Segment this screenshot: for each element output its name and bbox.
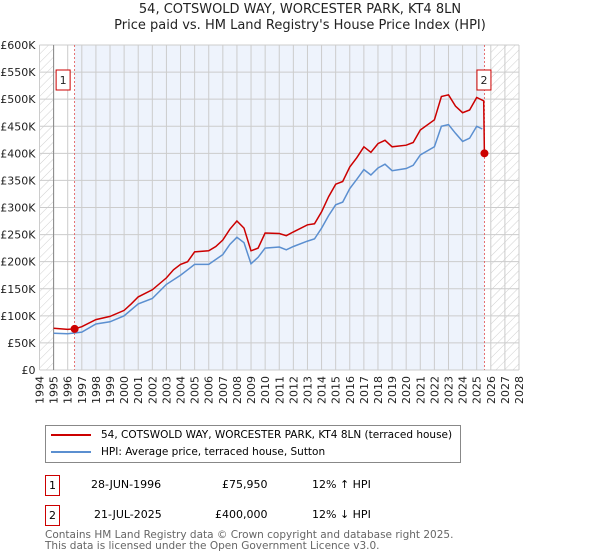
transaction-marker: 1 [45, 475, 60, 496]
y-tick-label: £600K [0, 39, 36, 52]
x-tick-label: 2008 [231, 376, 244, 404]
x-tick-label: 2000 [118, 376, 131, 404]
transaction-row: 2 21-JUL-2025 £400,000 12% ↓ HPI [45, 505, 465, 526]
transaction-hpi: 12% ↑ HPI [312, 478, 371, 491]
x-tick-label: 2023 [442, 376, 455, 404]
y-tick-label: £250K [0, 229, 36, 242]
x-tick-label: 2002 [146, 376, 159, 404]
legend: 54, COTSWOLD WAY, WORCESTER PARK, KT4 8L… [45, 425, 461, 463]
x-tick-label: 2028 [513, 376, 526, 404]
x-tick-label: 2016 [344, 376, 357, 404]
transaction-marker: 2 [45, 505, 60, 526]
x-tick-label: 2003 [160, 376, 173, 404]
x-tick-label: 1998 [90, 376, 103, 404]
y-tick-label: £550K [0, 66, 36, 79]
x-tick-label: 2005 [189, 376, 202, 404]
legend-item-property: 54, COTSWOLD WAY, WORCESTER PARK, KT4 8L… [51, 429, 452, 441]
x-tick-label: 2017 [358, 376, 371, 404]
legend-label: 54, COTSWOLD WAY, WORCESTER PARK, KT4 8L… [101, 429, 453, 441]
transaction-row: 1 28-JUN-1996 £75,950 12% ↑ HPI [45, 475, 465, 496]
hpi-line [53, 123, 483, 335]
x-tick-label: 2019 [386, 376, 399, 404]
x-tick-label: 1997 [76, 376, 89, 404]
chart-title: 54, COTSWOLD WAY, WORCESTER PARK, KT4 8L… [138, 2, 462, 17]
x-tick-label: 2027 [499, 376, 512, 404]
x-tick-label: 2020 [400, 376, 413, 404]
transaction-hpi: 12% ↓ HPI [312, 508, 371, 521]
x-tick-label: 2026 [485, 376, 498, 404]
y-tick-label: £0 [22, 364, 36, 377]
chart-subtitle: Price paid vs. HM Land Registry's House … [114, 18, 486, 33]
x-tick-label: 2018 [372, 376, 385, 404]
x-tick-label: 2022 [428, 376, 441, 404]
x-tick-label: 2007 [217, 376, 230, 404]
annotation-label: 2 [480, 74, 487, 87]
x-tick-label: 2004 [175, 376, 188, 404]
x-tick-label: 2006 [203, 376, 216, 404]
x-tick-label: 1994 [34, 376, 47, 404]
legend-item-hpi: HPI: Average price, terraced house, Sutt… [51, 446, 325, 458]
y-tick-label: £350K [0, 174, 36, 187]
legend-swatch-blue [51, 451, 91, 453]
x-tick-label: 1995 [48, 376, 61, 404]
x-tick-label: 2025 [471, 376, 484, 404]
footer: Contains HM Land Registry data © Crown c… [45, 530, 453, 552]
transaction-date: 28-JUN-1996 [91, 478, 162, 491]
x-tick-label: 1996 [62, 376, 75, 404]
footer-licence: This data is licensed under the Open Gov… [45, 540, 380, 552]
x-tick-label: 2009 [245, 376, 258, 404]
transaction-price: £400,000 [215, 508, 268, 521]
x-tick-label: 2014 [316, 376, 329, 404]
legend-swatch-red [51, 434, 91, 436]
x-tick-label: 2013 [301, 376, 314, 404]
sale-point [480, 149, 489, 158]
y-tick-label: £200K [0, 256, 36, 269]
x-tick-label: 1999 [104, 376, 117, 404]
annotation-label: 1 [60, 74, 67, 87]
y-tick-label: £400K [0, 147, 36, 160]
y-tick-label: £100K [0, 310, 36, 323]
y-tick-label: £450K [0, 120, 36, 133]
x-tick-label: 2001 [132, 376, 145, 404]
transaction-price: £75,950 [222, 478, 268, 491]
transaction-date: 21-JUL-2025 [94, 508, 162, 521]
y-tick-label: £500K [0, 93, 36, 106]
y-tick-label: £150K [0, 283, 36, 296]
y-tick-label: £300K [0, 202, 36, 215]
legend-label: HPI: Average price, terraced house, Sutt… [101, 446, 326, 458]
x-tick-label: 2015 [330, 376, 343, 404]
property-price-line [53, 93, 486, 331]
x-tick-label: 2010 [259, 376, 272, 404]
x-tick-label: 2021 [414, 376, 427, 404]
footer-copyright: Contains HM Land Registry data © Crown c… [45, 529, 454, 541]
annotation-box [55, 69, 71, 91]
y-tick-label: £50K [7, 337, 36, 350]
x-tick-label: 2024 [457, 376, 470, 404]
x-tick-label: 2011 [273, 376, 286, 404]
annotation-box [476, 69, 492, 91]
x-tick-label: 2012 [287, 376, 300, 404]
sale-point [70, 324, 79, 333]
